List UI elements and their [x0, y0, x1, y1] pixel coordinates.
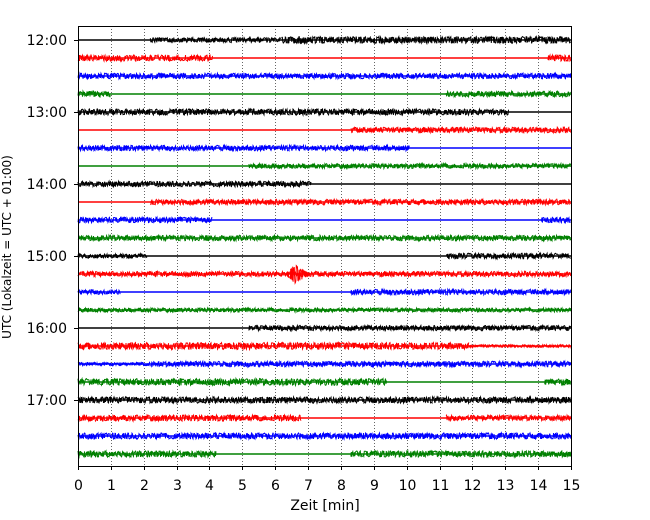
trace-noise-segment-0 — [77, 53, 213, 63]
x-tick-label-1: 1 — [107, 478, 116, 494]
trace-noise-segment-0 — [77, 340, 470, 352]
x-tick-label-2: 2 — [140, 478, 149, 494]
trace-1415 — [78, 197, 571, 207]
y-tick-label-1: 13:00 — [27, 105, 67, 121]
y-axis-ticks: 12:00 13:00 14:00 15:00 16:00 17:00 — [27, 33, 78, 409]
trace-noise-segment-1 — [150, 359, 572, 369]
x-tick-label-3: 3 — [173, 478, 182, 494]
y-tick-label-5: 17:00 — [27, 393, 67, 409]
trace-noise-segment-2 — [445, 89, 571, 99]
trace-1630 — [77, 359, 572, 369]
trace-noise-segment-0 — [77, 89, 111, 98]
trace-noise-segment-2 — [350, 287, 572, 297]
x-tick-label-5: 5 — [238, 478, 247, 494]
x-tick-label-9: 9 — [370, 478, 379, 494]
x-axis-label: Zeit [min] — [290, 498, 359, 514]
trace-noise-segment-0 — [77, 215, 213, 225]
trace-noise-segment-2 — [446, 251, 572, 261]
trace-noise-segment-1 — [468, 343, 572, 350]
x-tick-label-12: 12 — [464, 478, 482, 494]
trace-noise-segment-2 — [445, 413, 572, 423]
trace-1600 — [78, 323, 571, 333]
trace-noise-segment-0 — [77, 376, 387, 388]
trace-noise-segment-0 — [77, 395, 572, 405]
trace-noise-segment-2 — [350, 449, 572, 459]
trace-noise-segment-0 — [77, 179, 312, 189]
trace-noise-segment-2 — [547, 53, 572, 63]
trace-noise-segment-0 — [77, 431, 572, 441]
y-tick-label-0: 12:00 — [27, 33, 67, 49]
trace-noise-segment-1 — [350, 125, 572, 135]
trace-1400 — [77, 179, 571, 189]
y-tick-label-2: 14:00 — [27, 177, 67, 193]
y-tick-label-4: 16:00 — [27, 321, 67, 337]
trace-1745 — [77, 449, 572, 459]
trace-noise-segment-1 — [150, 197, 571, 207]
x-tick-label-11: 11 — [432, 478, 450, 494]
trace-1615 — [77, 340, 572, 352]
trace-1445 — [77, 233, 572, 243]
trace-noise-segment-0 — [77, 143, 410, 153]
trace-1700 — [77, 395, 572, 405]
trace-noise-segment-0 — [77, 288, 121, 296]
plot-frame — [78, 26, 572, 467]
trace-1200 — [78, 34, 572, 46]
trace-1645 — [77, 376, 572, 388]
trace-noise-segment-0 — [77, 413, 302, 423]
trace-noise-segment-1 — [248, 161, 572, 171]
trace-1245 — [77, 89, 571, 99]
x-tick-label-13: 13 — [497, 478, 515, 494]
x-tick-label-14: 14 — [530, 478, 548, 494]
y-tick-label-3: 15:00 — [27, 249, 67, 265]
x-tick-label-0: 0 — [74, 478, 83, 494]
trace-noise-segment-3 — [508, 35, 572, 45]
trace-noise-segment-0 — [77, 449, 217, 459]
x-tick-label-4: 4 — [205, 478, 214, 494]
trace-noise-segment-2 — [544, 377, 572, 387]
x-tick-label-10: 10 — [399, 478, 417, 494]
trace-noise-segment-2 — [540, 216, 572, 225]
trace-1215 — [77, 53, 572, 63]
trace-1730 — [77, 431, 572, 441]
x-tick-label-6: 6 — [271, 478, 280, 494]
trace-noise-segment-1 — [149, 35, 282, 44]
trace-noise-segment-0 — [77, 71, 572, 81]
y-axis-label: UTC (Lokalzeit = UTC + 01:00) — [0, 155, 14, 339]
trace-noise-segment-0 — [77, 360, 151, 368]
trace-1300 — [77, 107, 571, 117]
trace-1500 — [77, 251, 572, 261]
trace-1715 — [77, 413, 572, 423]
trace-1345 — [78, 161, 572, 171]
x-tick-label-7: 7 — [304, 478, 313, 494]
trace-1545 — [77, 306, 572, 314]
trace-noise-segment-0 — [77, 306, 572, 314]
earthquake-event — [284, 264, 311, 285]
trace-noise-segment-0 — [77, 252, 148, 260]
trace-1315 — [78, 125, 572, 135]
trace-noise-segment-0 — [77, 107, 509, 117]
trace-1330 — [77, 143, 571, 153]
trace-1530 — [77, 287, 572, 297]
trace-noise-segment-0 — [77, 269, 572, 279]
trace-1515 — [77, 264, 572, 285]
trace-noise-segment-1 — [248, 323, 571, 333]
x-axis-ticks: 0 1 2 3 4 5 6 7 8 9 10 11 12 13 14 15 — [74, 466, 580, 494]
vertical-grid-lines — [111, 26, 539, 466]
trace-1230 — [77, 71, 572, 81]
trace-1430 — [77, 215, 572, 225]
x-tick-label-15: 15 — [563, 478, 581, 494]
seismic-traces — [77, 34, 572, 459]
trace-noise-segment-0 — [77, 233, 572, 243]
trace-noise-segment-2 — [281, 34, 509, 46]
x-tick-label-8: 8 — [337, 478, 346, 494]
